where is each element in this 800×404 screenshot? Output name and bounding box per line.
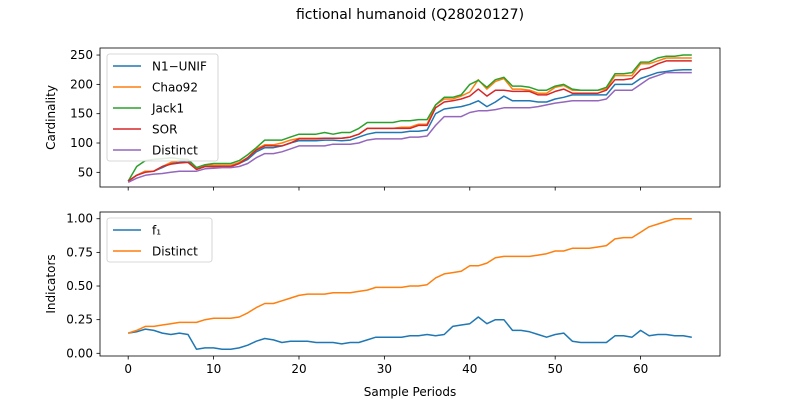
x-tick-label: 60 [633,362,648,376]
legend-label: Jack1 [151,102,184,116]
chart-title: fictional humanoid (Q28020127) [296,7,524,23]
legend-label: SOR [152,123,177,137]
x-tick-label: 10 [206,362,221,376]
plot-frame [99,211,721,357]
cardinality-panel: 50 100 150 200 250 Cardinality N1−UNIF Chao92 Ja… [44,47,721,191]
series-line [128,316,692,351]
x-tick-label: 40 [462,362,477,376]
y-tick-label: 0.75 [66,245,93,259]
legend-label: f₁ [152,224,161,238]
y-tick-label: 100 [70,136,93,150]
y-axis-label: Cardinality [44,85,58,150]
y-axis-label: Indicators [44,254,58,313]
legend-label: Distinct [152,245,198,259]
y-tick-label: 0.00 [66,346,93,360]
x-axis-label: Sample Periods [364,385,456,399]
y-tick-label: 50 [78,165,93,179]
y-tick-label: 0.50 [66,279,93,293]
legend-label: Chao92 [152,81,198,95]
y-tick-label: 200 [70,77,93,91]
y-tick-label: 0.25 [66,313,93,327]
legend-label: Distinct [152,144,198,158]
series-line [127,217,692,334]
y-tick-label: 1.00 [66,212,93,226]
y-tick-label: 250 [70,48,93,62]
y-tick-label: 150 [70,107,93,121]
x-tick-label: 0 [124,362,132,376]
plot-frame [99,47,721,188]
x-tick-label: 20 [291,362,306,376]
indicators-panel: 0 10 20 30 40 50 60 0.00 0.25 0.50 0.75 1.00 Indicat… [44,211,721,399]
legend-box [106,53,219,162]
x-tick-label: 50 [548,362,563,376]
series-line [127,60,692,182]
series-line [127,54,692,182]
legend-label: N1−UNIF [152,60,207,74]
x-tick-label: 30 [377,362,392,376]
series-line [127,71,692,183]
